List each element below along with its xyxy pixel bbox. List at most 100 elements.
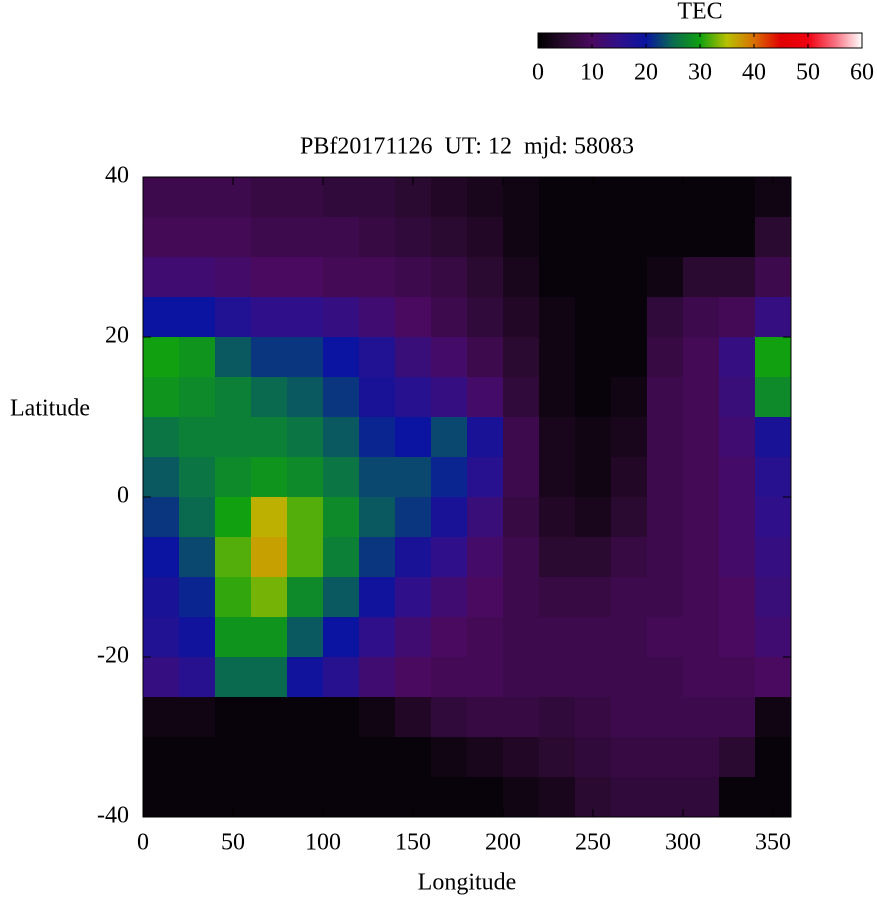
heat-cell	[755, 737, 792, 778]
heat-cell	[323, 337, 360, 378]
heat-cell	[431, 617, 468, 658]
heat-cell	[179, 457, 216, 498]
heat-cell	[611, 777, 648, 818]
heat-cell	[647, 417, 684, 458]
heat-cell	[467, 497, 504, 538]
heat-cell	[359, 257, 396, 298]
heat-cell	[143, 337, 180, 378]
heat-cell	[647, 737, 684, 778]
heat-cell	[503, 537, 540, 578]
heat-cell	[215, 577, 252, 618]
heat-cell	[251, 297, 288, 338]
heat-cell	[467, 257, 504, 298]
heat-cell	[647, 217, 684, 258]
heat-cell	[395, 337, 432, 378]
heat-cell	[755, 297, 792, 338]
heat-cell	[647, 297, 684, 338]
heat-cell	[395, 617, 432, 658]
heat-cell	[719, 337, 756, 378]
heat-cell	[143, 417, 180, 458]
heat-cell	[323, 177, 360, 218]
heat-cell	[143, 377, 180, 418]
heat-cell	[755, 697, 792, 738]
heat-cell	[431, 377, 468, 418]
heat-cell	[251, 377, 288, 418]
heat-cell	[287, 617, 324, 658]
heat-cell	[575, 577, 612, 618]
heat-cell	[575, 537, 612, 578]
heat-cell	[359, 377, 396, 418]
heat-cell	[503, 657, 540, 698]
heat-cell	[503, 777, 540, 818]
heat-cell	[179, 217, 216, 258]
heat-cell	[611, 377, 648, 418]
heat-cell	[251, 537, 288, 578]
heat-cell	[395, 297, 432, 338]
heat-cell	[215, 497, 252, 538]
heat-cell	[179, 377, 216, 418]
heat-cell	[323, 657, 360, 698]
heat-cell	[467, 777, 504, 818]
heat-cell	[683, 657, 720, 698]
heat-cell	[143, 777, 180, 818]
heat-cell	[575, 497, 612, 538]
heat-cell	[647, 337, 684, 378]
heat-cell	[179, 177, 216, 218]
heat-cell	[539, 177, 576, 218]
heat-cell	[287, 777, 324, 818]
heat-cell	[755, 537, 792, 578]
heat-cell	[467, 697, 504, 738]
heat-cell	[143, 457, 180, 498]
heat-cell	[755, 657, 792, 698]
heat-cell	[683, 497, 720, 538]
heat-cell	[467, 217, 504, 258]
heat-cell	[539, 617, 576, 658]
heat-cell	[539, 297, 576, 338]
heat-cell	[431, 417, 468, 458]
heat-cell	[359, 697, 396, 738]
heat-cell	[611, 737, 648, 778]
heat-cell	[431, 497, 468, 538]
y-axis-label: Latitude	[10, 396, 90, 422]
heat-cell	[323, 537, 360, 578]
heat-cell	[719, 497, 756, 538]
heat-cell	[539, 577, 576, 618]
heat-cell	[179, 537, 216, 578]
heat-cell	[503, 257, 540, 298]
heat-cell	[431, 737, 468, 778]
heat-cell	[611, 217, 648, 258]
heat-cell	[215, 737, 252, 778]
heat-cell	[647, 657, 684, 698]
heat-cell	[575, 457, 612, 498]
heat-cell	[323, 577, 360, 618]
colorbar-tick-label: 10	[580, 60, 604, 86]
heat-cell	[359, 497, 396, 538]
chart-title: PBf20171126 UT: 12 mjd: 58083	[300, 134, 634, 160]
x-tick-label: 0	[137, 830, 149, 856]
heat-cell	[143, 177, 180, 218]
heat-cell	[215, 377, 252, 418]
heat-cell	[395, 497, 432, 538]
heat-cell	[323, 417, 360, 458]
heat-cell	[683, 537, 720, 578]
heat-cell	[755, 377, 792, 418]
heat-cell	[647, 697, 684, 738]
heat-cell	[719, 617, 756, 658]
x-tick-label: 250	[575, 830, 611, 856]
heat-cell	[215, 457, 252, 498]
heat-cell	[179, 297, 216, 338]
heat-cell	[215, 217, 252, 258]
heat-cell	[719, 657, 756, 698]
heat-cell	[683, 377, 720, 418]
heat-cell	[503, 417, 540, 458]
heat-cell	[287, 177, 324, 218]
heat-cell	[143, 497, 180, 538]
heat-cell	[467, 657, 504, 698]
heat-cell	[251, 457, 288, 498]
y-tick-label: 0	[117, 483, 129, 509]
heat-cell	[503, 377, 540, 418]
heat-cell	[179, 337, 216, 378]
heat-cell	[719, 297, 756, 338]
heat-cell	[503, 497, 540, 538]
